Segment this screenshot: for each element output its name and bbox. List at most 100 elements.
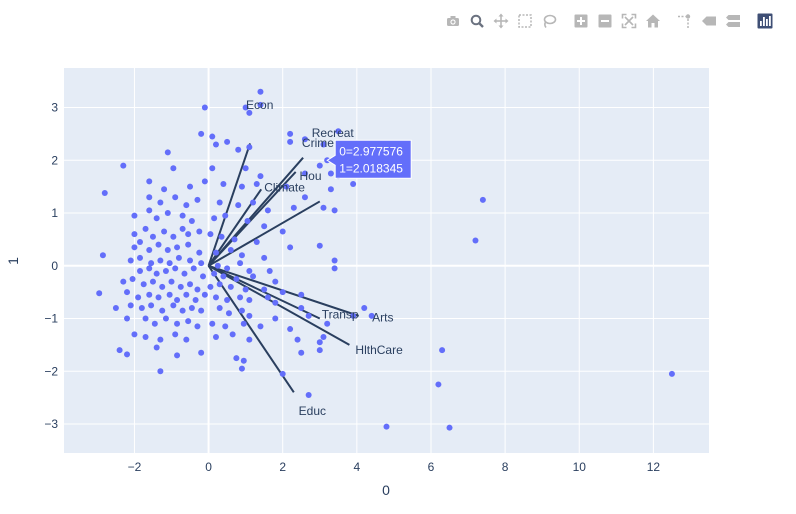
data-point xyxy=(179,212,186,219)
autoscale-button[interactable] xyxy=(620,12,638,30)
data-point xyxy=(287,326,294,333)
y-tick-labels: −3 −2 −1 0 1 2 3 xyxy=(44,101,58,431)
data-point xyxy=(298,291,305,298)
hover-box xyxy=(326,139,412,179)
data-point xyxy=(287,130,294,137)
data-point xyxy=(124,351,131,358)
data-point xyxy=(233,355,240,362)
data-point xyxy=(298,349,305,356)
data-point xyxy=(242,104,249,111)
data-point xyxy=(149,233,156,240)
data-point xyxy=(301,170,308,177)
vector-label-educ: Educ xyxy=(299,404,326,418)
data-point xyxy=(235,202,242,209)
data-point xyxy=(124,315,131,322)
data-point xyxy=(146,178,153,185)
data-point xyxy=(216,304,223,311)
y-tick-label: 2 xyxy=(51,153,58,167)
reset-axes-icon xyxy=(646,14,660,28)
data-point xyxy=(120,278,127,285)
data-point xyxy=(218,233,225,240)
zoom-button[interactable] xyxy=(468,12,486,30)
data-point xyxy=(136,239,143,246)
data-point xyxy=(131,231,138,238)
data-point xyxy=(257,101,264,108)
data-point xyxy=(157,199,164,206)
data-point xyxy=(183,336,190,343)
data-point xyxy=(212,249,219,256)
zoom-out-button[interactable] xyxy=(596,12,614,30)
data-point xyxy=(350,312,357,319)
data-point xyxy=(157,368,164,375)
data-point xyxy=(361,304,368,311)
spike-lines-button[interactable] xyxy=(676,12,694,30)
data-point xyxy=(198,349,205,356)
data-point xyxy=(237,260,244,267)
data-point xyxy=(146,291,153,298)
data-point xyxy=(350,181,357,188)
data-point xyxy=(266,268,273,275)
plotly-logo-button[interactable] xyxy=(756,12,774,30)
data-point xyxy=(287,244,294,251)
data-point xyxy=(174,297,181,304)
data-point xyxy=(211,270,218,277)
zoom-in-button[interactable] xyxy=(572,12,590,30)
data-point xyxy=(170,302,177,309)
data-point xyxy=(135,294,142,301)
data-point xyxy=(212,141,219,148)
data-point xyxy=(301,136,308,143)
data-point xyxy=(198,130,205,137)
data-point xyxy=(257,323,264,330)
data-point xyxy=(246,336,253,343)
data-point xyxy=(146,265,153,272)
box-select-button[interactable] xyxy=(516,12,534,30)
data-point xyxy=(224,297,231,304)
data-point xyxy=(320,141,327,148)
data-point xyxy=(246,109,253,116)
hover-closest-icon xyxy=(702,16,716,26)
data-point xyxy=(240,357,247,364)
y-tick-label: −3 xyxy=(44,417,58,431)
data-point xyxy=(187,257,194,264)
x-tick-label: 12 xyxy=(647,460,661,474)
data-point xyxy=(227,283,234,290)
reset-axes-button[interactable] xyxy=(644,12,662,30)
data-point xyxy=(151,320,158,327)
pan-icon xyxy=(493,13,509,29)
data-point xyxy=(162,268,169,275)
lasso-select-button[interactable] xyxy=(540,12,558,30)
data-point xyxy=(246,144,253,151)
x-tick-label: 10 xyxy=(573,460,587,474)
data-point xyxy=(172,265,179,272)
data-point xyxy=(383,423,390,430)
data-point xyxy=(233,275,240,282)
zoom-in-icon xyxy=(574,14,588,28)
data-point xyxy=(153,215,160,222)
y-tick-label: −2 xyxy=(44,364,58,378)
data-point xyxy=(127,257,134,264)
data-point xyxy=(305,391,312,398)
data-point xyxy=(298,304,305,311)
x-tick-label: 6 xyxy=(428,460,435,474)
hover-closest-button[interactable] xyxy=(700,12,718,30)
data-point xyxy=(155,294,162,301)
data-point xyxy=(209,165,216,172)
data-point xyxy=(172,331,179,338)
data-point xyxy=(194,286,201,293)
data-point xyxy=(153,344,160,351)
data-point xyxy=(324,320,331,327)
data-point xyxy=(250,199,257,206)
vector-label-transp: Transp xyxy=(322,307,359,321)
data-point xyxy=(131,331,138,338)
vector-crime xyxy=(207,171,297,267)
y-tick-label: −1 xyxy=(44,312,58,326)
hover-compare-button[interactable] xyxy=(724,12,742,30)
data-point xyxy=(174,320,181,327)
data-point xyxy=(140,281,147,288)
pan-button[interactable] xyxy=(492,12,510,30)
data-point xyxy=(231,236,238,243)
data-point xyxy=(331,265,338,272)
camera-button[interactable] xyxy=(444,12,462,30)
data-point xyxy=(238,183,245,190)
data-point xyxy=(225,310,232,317)
